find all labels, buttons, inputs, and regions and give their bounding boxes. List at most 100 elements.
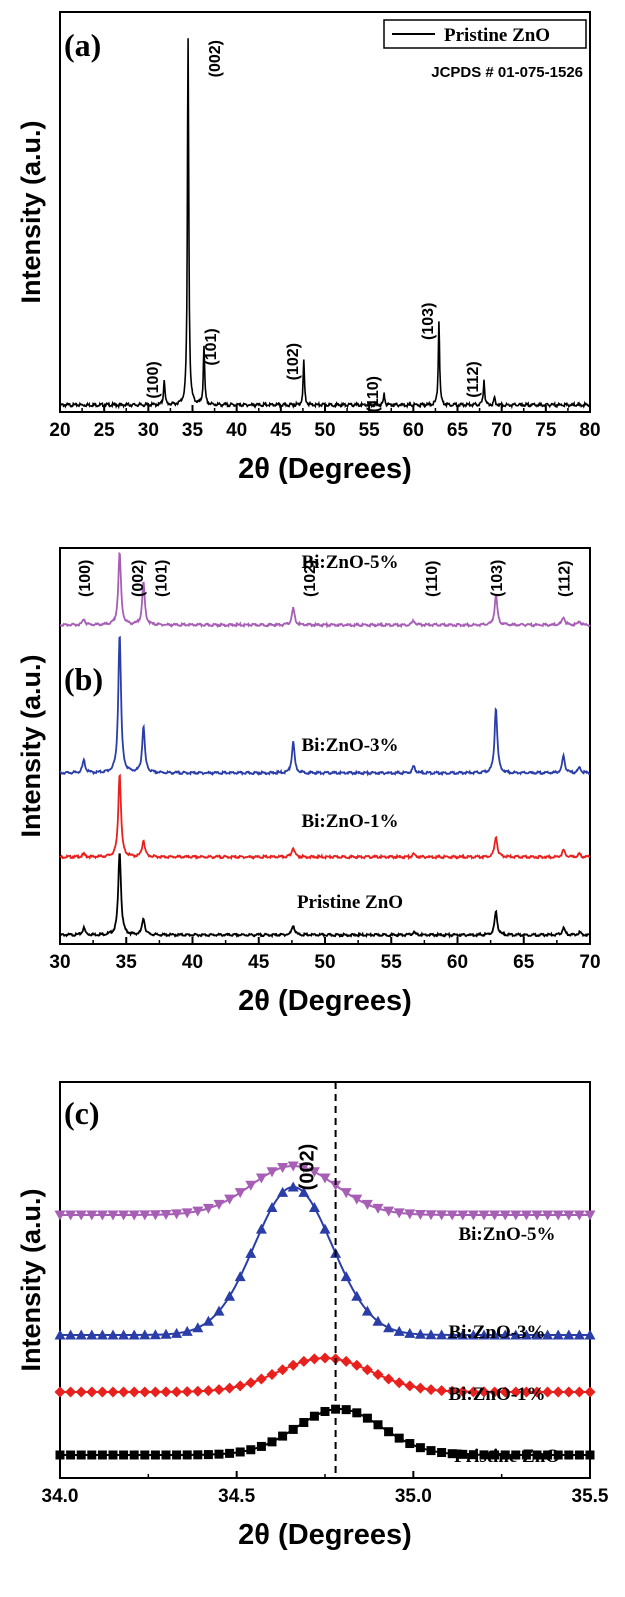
data-marker — [278, 1431, 288, 1441]
x-tick-label: 35.0 — [395, 1486, 432, 1507]
legend-label: Pristine ZnO — [444, 25, 550, 46]
x-tick-label: 34.0 — [42, 1486, 79, 1507]
data-marker — [436, 1385, 448, 1397]
data-marker — [107, 1210, 119, 1221]
x-tick-label: 40 — [226, 420, 247, 441]
data-marker — [129, 1450, 139, 1460]
data-marker — [182, 1450, 192, 1460]
series-line-2 — [59, 635, 590, 777]
x-tick-label: 70 — [491, 420, 512, 441]
data-marker — [107, 1386, 119, 1398]
data-marker — [499, 1210, 511, 1221]
data-marker — [584, 1210, 596, 1221]
hkl-label: (110) — [365, 376, 382, 412]
data-marker — [414, 1209, 426, 1220]
data-marker — [181, 1208, 193, 1219]
data-marker — [446, 1385, 458, 1397]
data-marker — [415, 1443, 425, 1453]
x-tick-label: 25 — [94, 420, 116, 441]
x-tick-label: 50 — [314, 952, 335, 973]
data-marker — [128, 1386, 140, 1398]
data-marker — [467, 1210, 479, 1221]
data-marker — [245, 1247, 257, 1258]
data-marker — [213, 1384, 225, 1396]
data-marker — [65, 1386, 77, 1398]
data-marker — [288, 1424, 298, 1434]
data-marker — [308, 1167, 320, 1178]
data-marker — [246, 1445, 256, 1455]
data-marker — [361, 1305, 373, 1316]
reference-card-label: JCPDS # 01-075-1526 — [431, 64, 583, 81]
data-marker — [414, 1382, 426, 1394]
y-axis-label: Intensity (a.u.) — [16, 1188, 46, 1371]
data-marker — [256, 1441, 266, 1451]
data-marker — [225, 1448, 235, 1458]
data-marker — [478, 1210, 490, 1221]
data-marker — [520, 1329, 532, 1340]
x-tick-label: 35.5 — [572, 1486, 609, 1507]
data-marker — [468, 1450, 478, 1460]
data-marker — [160, 1209, 172, 1220]
data-marker — [405, 1439, 415, 1449]
hkl-label: (101) — [154, 560, 171, 597]
data-marker — [393, 1325, 405, 1336]
series-label: Bi:ZnO-3% — [301, 735, 398, 756]
data-marker — [531, 1210, 543, 1221]
data-marker — [55, 1450, 65, 1460]
data-marker — [97, 1450, 107, 1460]
plot-frame — [59, 1081, 591, 1479]
series-markers-2 — [54, 1181, 596, 1340]
data-marker — [436, 1210, 448, 1221]
data-marker — [573, 1386, 585, 1398]
data-marker — [54, 1386, 66, 1398]
data-marker — [552, 1386, 564, 1398]
data-marker — [383, 1206, 395, 1217]
data-marker — [394, 1433, 404, 1443]
data-marker — [319, 1352, 331, 1364]
data-marker — [341, 1405, 351, 1415]
data-marker — [340, 1271, 352, 1282]
data-marker — [372, 1315, 384, 1326]
data-marker — [108, 1450, 118, 1460]
y-axis-label: Intensity (a.u.) — [16, 654, 46, 837]
data-marker — [54, 1210, 66, 1221]
panel-1: 30 35 40 45 50 55 60 65 70 2θ (Degrees) Intensity … — [16, 547, 601, 1017]
hkl-label: (002) — [207, 40, 224, 77]
x-tick-label: 70 — [579, 952, 600, 973]
data-marker — [573, 1210, 585, 1221]
data-marker — [192, 1206, 204, 1217]
x-tick-label: 80 — [579, 420, 600, 441]
data-marker — [520, 1386, 532, 1398]
x-axis-label: 2θ (Degrees) — [238, 1519, 412, 1551]
data-marker — [404, 1380, 416, 1392]
data-marker — [149, 1386, 161, 1398]
data-marker — [181, 1325, 193, 1336]
data-marker — [255, 1373, 267, 1385]
series-label: Bi:ZnO-5% — [458, 1224, 555, 1245]
data-marker — [393, 1377, 405, 1389]
data-marker — [150, 1450, 160, 1460]
data-marker — [362, 1413, 372, 1423]
x-tick-label: 65 — [447, 420, 469, 441]
data-marker — [266, 1369, 278, 1381]
data-marker — [255, 1223, 267, 1234]
data-marker — [118, 1329, 130, 1340]
data-marker — [86, 1329, 98, 1340]
hkl-label: (102) — [302, 560, 319, 597]
data-marker — [490, 1450, 500, 1460]
data-marker — [510, 1329, 522, 1340]
data-marker — [87, 1450, 97, 1460]
data-marker — [224, 1382, 236, 1394]
data-marker — [372, 1203, 384, 1214]
data-marker — [202, 1203, 214, 1214]
data-marker — [224, 1290, 236, 1301]
data-marker — [361, 1364, 373, 1376]
x-tick-label: 34.5 — [218, 1486, 255, 1507]
data-marker — [457, 1210, 469, 1221]
data-marker — [467, 1386, 479, 1398]
data-marker — [140, 1450, 150, 1460]
data-marker — [573, 1329, 585, 1340]
data-marker — [234, 1380, 246, 1392]
data-marker — [500, 1450, 510, 1460]
data-marker — [287, 1359, 299, 1371]
